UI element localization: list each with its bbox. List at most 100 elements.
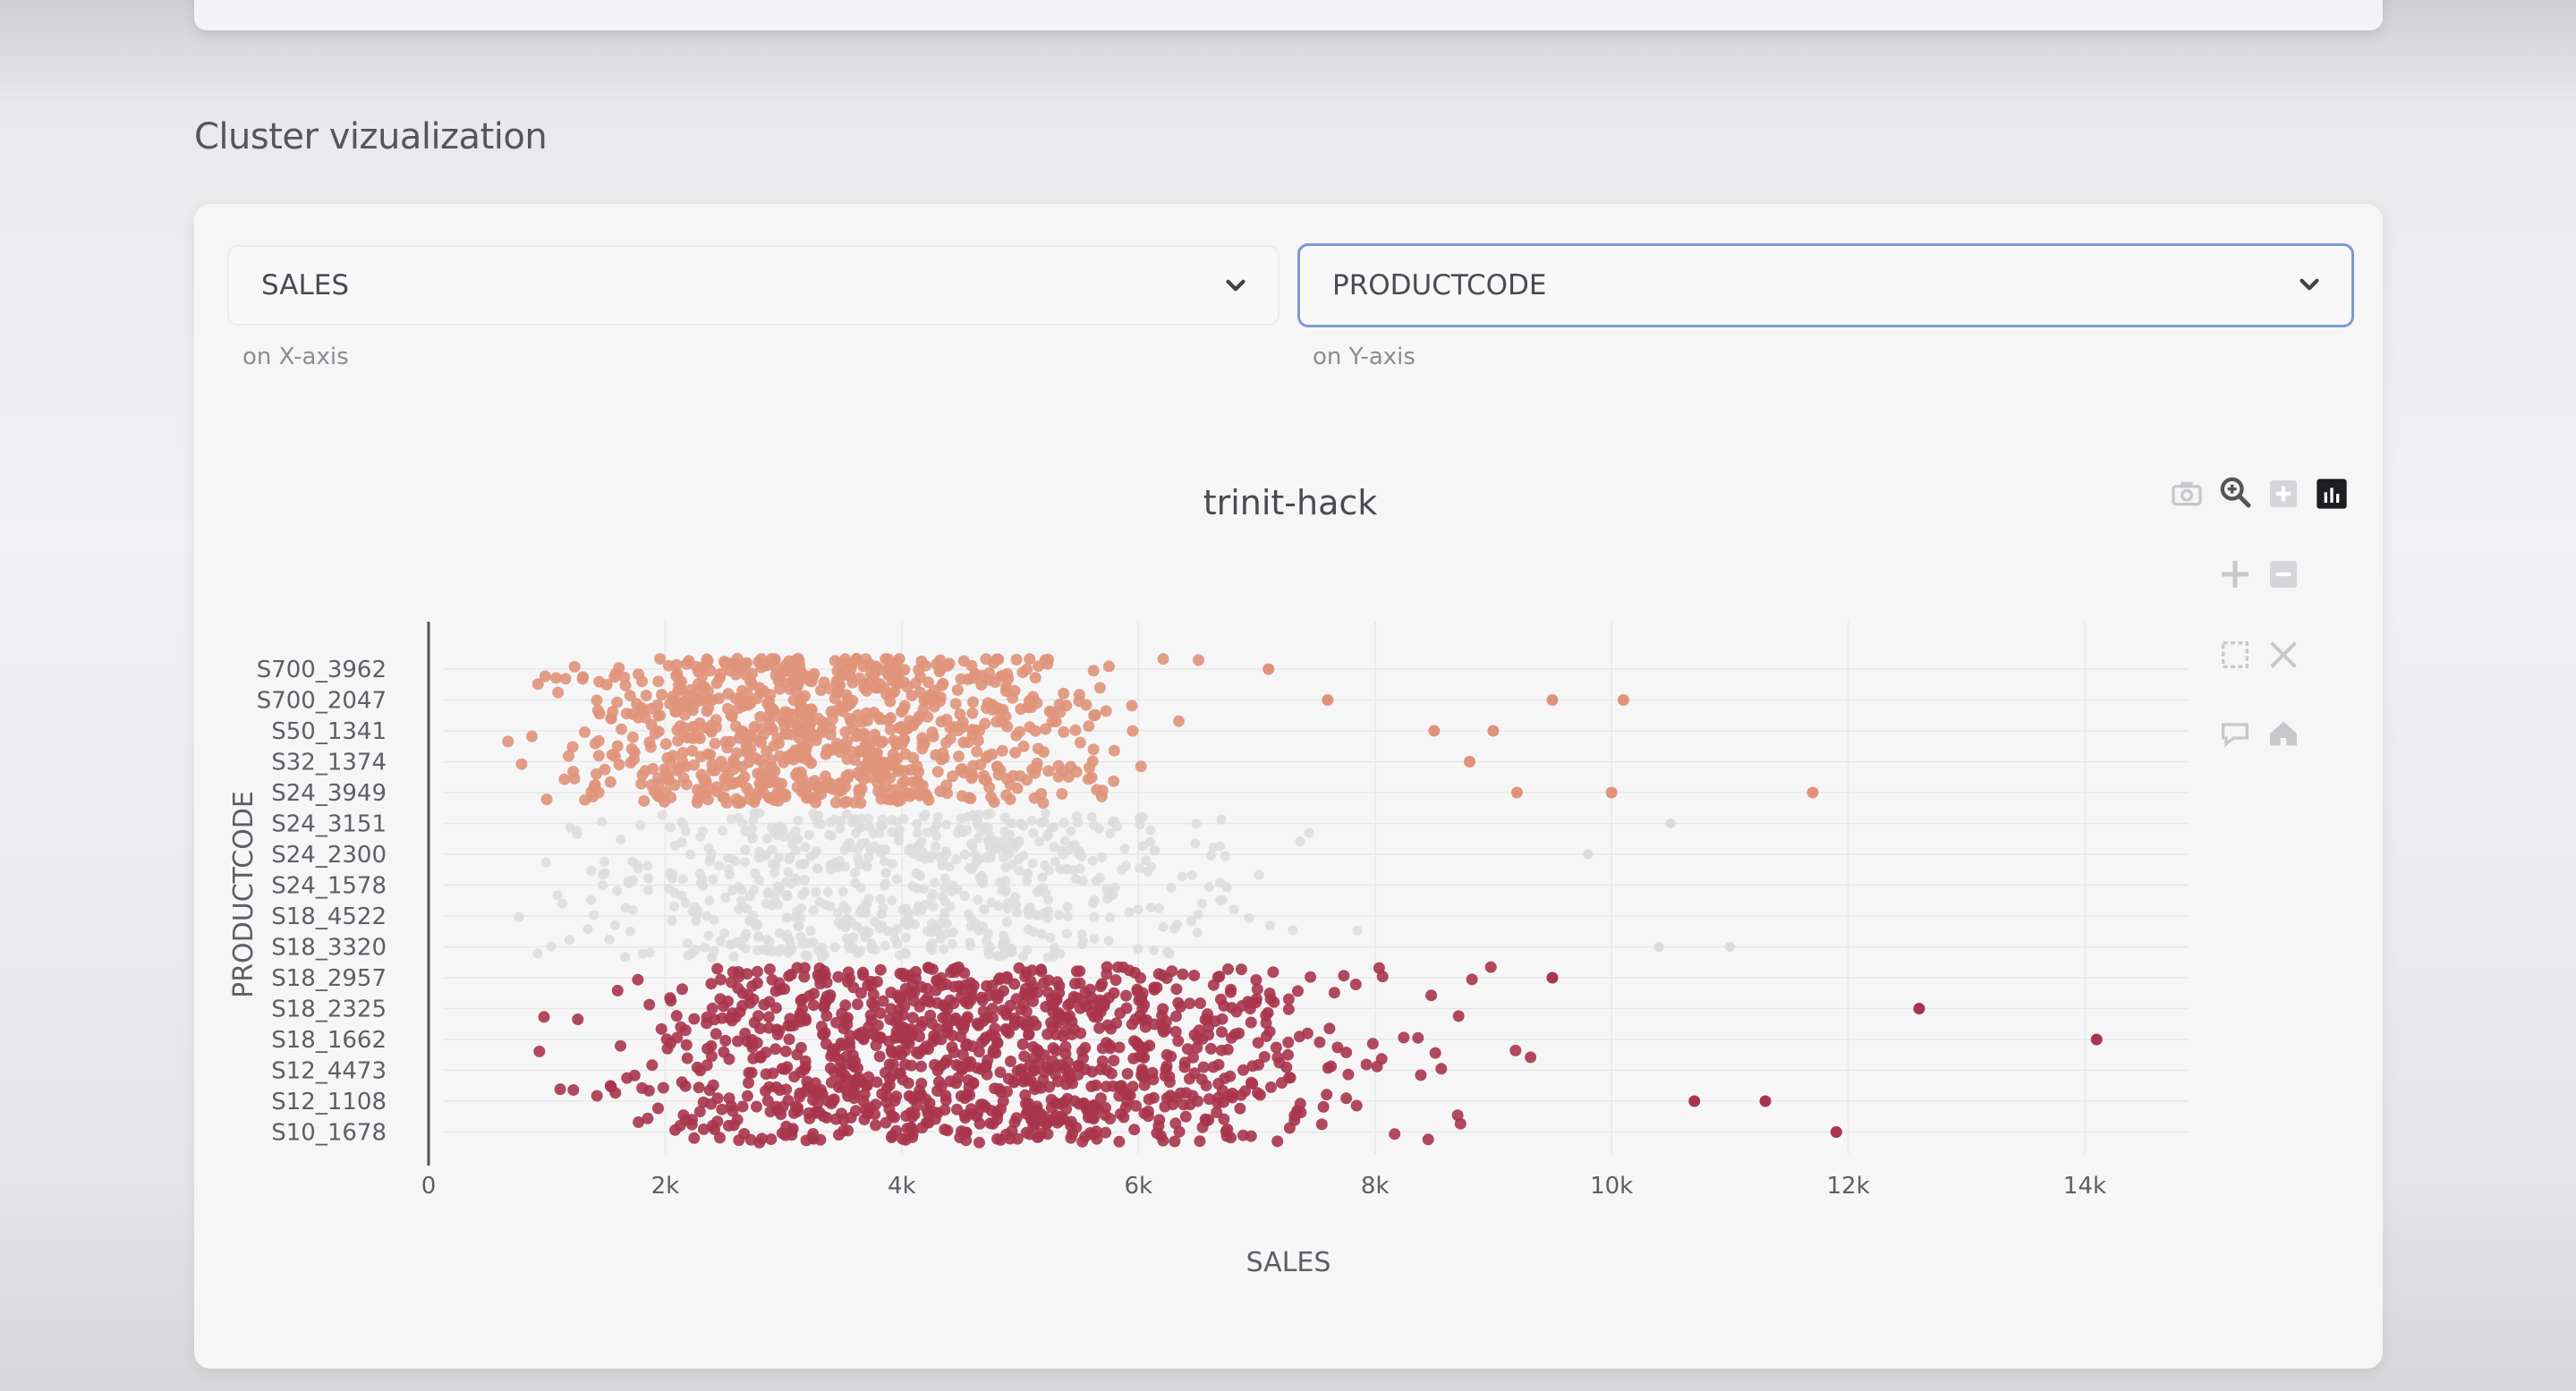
data-point[interactable]: [1001, 720, 1014, 733]
data-point[interactable]: [1190, 838, 1201, 849]
data-point[interactable]: [1050, 856, 1060, 867]
data-point[interactable]: [1214, 993, 1227, 1005]
data-point[interactable]: [967, 810, 978, 820]
data-point[interactable]: [1759, 1095, 1772, 1107]
data-point[interactable]: [847, 981, 860, 994]
data-point[interactable]: [794, 1090, 806, 1103]
data-point[interactable]: [863, 1071, 875, 1083]
data-point[interactable]: [591, 1090, 603, 1102]
data-point[interactable]: [1135, 760, 1147, 773]
data-point[interactable]: [959, 996, 972, 1008]
data-point[interactable]: [940, 846, 951, 857]
data-point[interactable]: [891, 874, 902, 885]
data-point[interactable]: [714, 993, 727, 1005]
data-point[interactable]: [1428, 725, 1441, 737]
data-point[interactable]: [736, 885, 747, 895]
data-point[interactable]: [624, 690, 636, 702]
data-point[interactable]: [951, 854, 962, 865]
data-point[interactable]: [1128, 1124, 1141, 1136]
data-point[interactable]: [1245, 1130, 1257, 1142]
data-point[interactable]: [995, 1103, 1007, 1115]
data-point[interactable]: [703, 1084, 716, 1097]
data-point[interactable]: [625, 742, 638, 755]
plotly-logo-icon[interactable]: [2314, 476, 2350, 512]
zoom-in-icon[interactable]: [2266, 476, 2301, 512]
data-point[interactable]: [832, 785, 845, 798]
data-point[interactable]: [1069, 724, 1082, 736]
data-point[interactable]: [698, 1123, 710, 1135]
data-point[interactable]: [1041, 657, 1054, 670]
data-point[interactable]: [897, 1030, 909, 1042]
data-point[interactable]: [1360, 1058, 1373, 1071]
data-point[interactable]: [1429, 1047, 1441, 1059]
data-point[interactable]: [781, 877, 792, 887]
data-point[interactable]: [780, 727, 793, 740]
data-point[interactable]: [1151, 981, 1163, 994]
data-point[interactable]: [1002, 917, 1012, 928]
data-point[interactable]: [800, 875, 811, 885]
data-point[interactable]: [905, 1022, 917, 1035]
data-point[interactable]: [759, 659, 771, 672]
data-point[interactable]: [1032, 742, 1044, 755]
data-point[interactable]: [1546, 694, 1559, 706]
data-point[interactable]: [927, 938, 938, 948]
data-point[interactable]: [914, 851, 924, 861]
data-point[interactable]: [931, 766, 944, 778]
data-point[interactable]: [599, 856, 609, 867]
data-point[interactable]: [932, 811, 943, 822]
data-point[interactable]: [827, 1095, 839, 1107]
data-point[interactable]: [816, 818, 827, 829]
data-point[interactable]: [1040, 723, 1052, 735]
data-point[interactable]: [803, 721, 816, 734]
data-point[interactable]: [1023, 868, 1033, 878]
data-point[interactable]: [1264, 920, 1275, 931]
data-point[interactable]: [1010, 1112, 1023, 1124]
data-point[interactable]: [1317, 1100, 1330, 1113]
data-point[interactable]: [676, 1076, 688, 1089]
data-point[interactable]: [760, 1085, 772, 1098]
data-point[interactable]: [870, 761, 881, 774]
data-point[interactable]: [845, 944, 855, 954]
data-point[interactable]: [1023, 1029, 1035, 1041]
data-point[interactable]: [1117, 864, 1127, 875]
data-point[interactable]: [792, 875, 803, 886]
data-point[interactable]: [1038, 883, 1049, 894]
data-point[interactable]: [1062, 1056, 1074, 1068]
data-point[interactable]: [1166, 965, 1178, 978]
data-point[interactable]: [877, 909, 887, 920]
data-point[interactable]: [938, 751, 950, 764]
data-point[interactable]: [1192, 927, 1203, 937]
data-point[interactable]: [840, 795, 853, 808]
data-point[interactable]: [922, 676, 934, 689]
data-point[interactable]: [986, 1003, 999, 1014]
data-point[interactable]: [842, 839, 853, 850]
data-point[interactable]: [841, 920, 852, 930]
data-point[interactable]: [651, 772, 664, 785]
data-point[interactable]: [915, 870, 926, 881]
data-point[interactable]: [781, 713, 794, 725]
data-point[interactable]: [752, 919, 763, 929]
data-point[interactable]: [1464, 756, 1475, 768]
data-point[interactable]: [796, 1003, 809, 1015]
data-point[interactable]: [891, 1048, 904, 1061]
data-point[interactable]: [1254, 869, 1264, 880]
data-point[interactable]: [1085, 1081, 1098, 1092]
data-point[interactable]: [755, 736, 767, 749]
data-point[interactable]: [1282, 993, 1295, 1005]
data-point[interactable]: [967, 696, 979, 708]
data-point[interactable]: [1583, 849, 1594, 860]
data-point[interactable]: [732, 966, 744, 978]
data-point[interactable]: [661, 1042, 674, 1055]
data-point[interactable]: [887, 1058, 899, 1071]
data-point[interactable]: [1084, 761, 1095, 774]
data-point[interactable]: [1062, 911, 1073, 921]
data-point[interactable]: [1007, 837, 1016, 848]
data-point[interactable]: [1124, 907, 1135, 918]
data-point[interactable]: [1005, 829, 1016, 840]
data-point[interactable]: [959, 849, 970, 860]
data-point[interactable]: [899, 947, 910, 958]
data-point[interactable]: [723, 852, 733, 863]
data-point[interactable]: [728, 776, 741, 789]
data-point[interactable]: [775, 1108, 787, 1121]
data-point[interactable]: [951, 683, 964, 696]
